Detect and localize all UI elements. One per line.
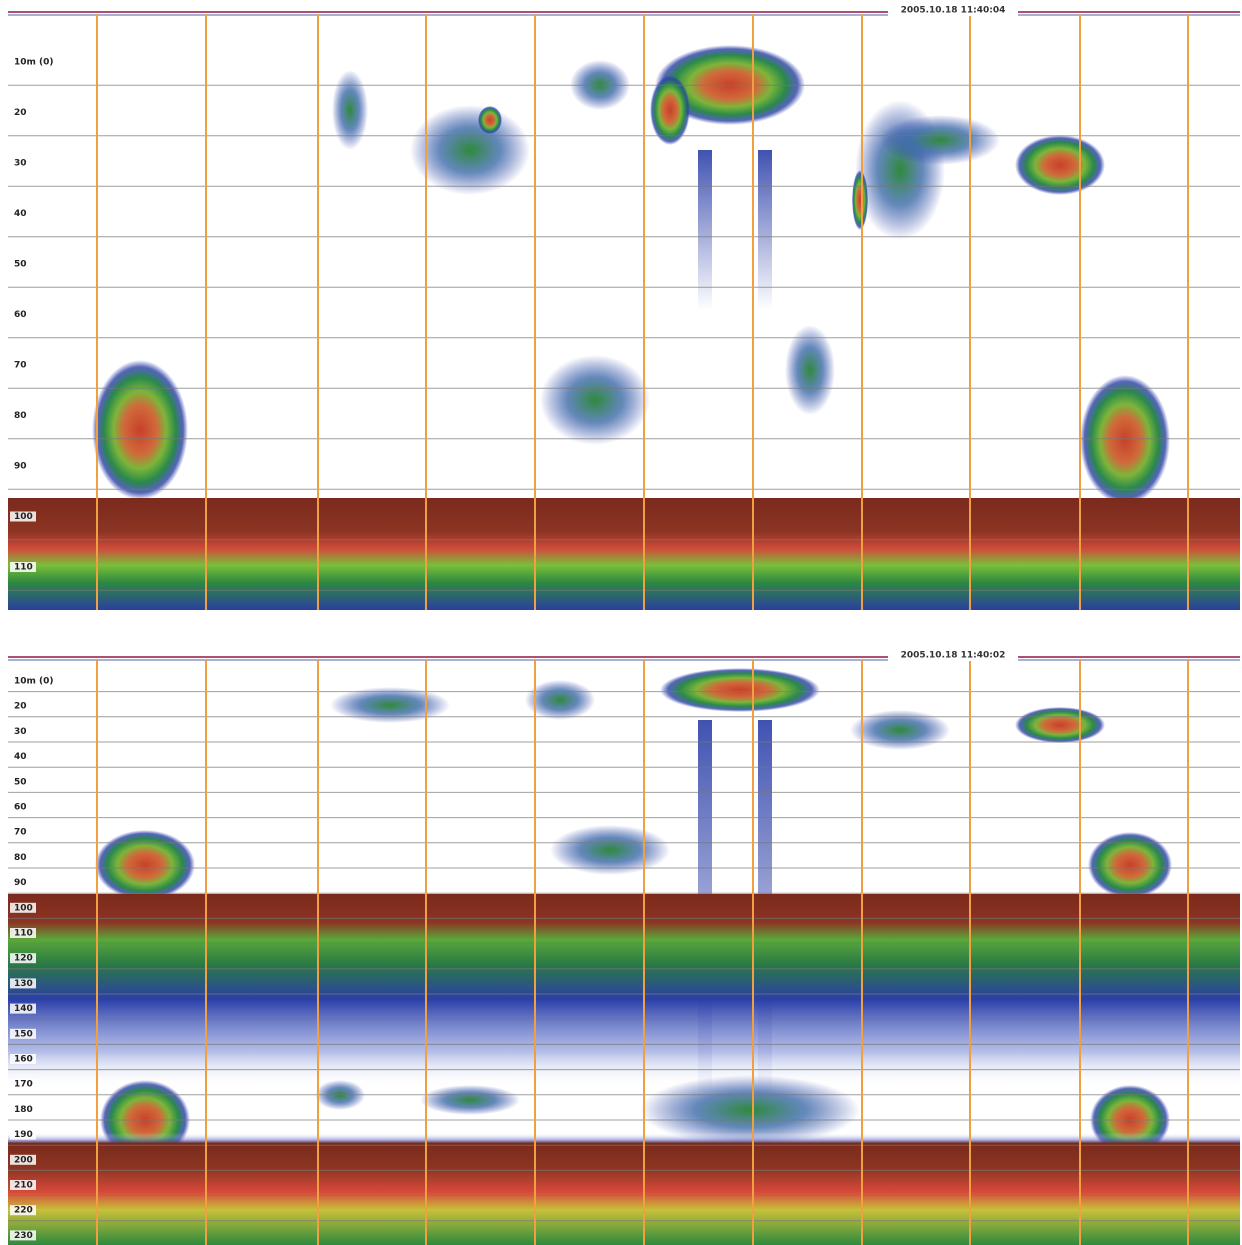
- depth-label: 10m (0): [14, 58, 54, 68]
- page: 10m (0) 20 30 40 50 60 70 80 90 100 110 2005.10.18 …: [0, 0, 1242, 1245]
- depth-label: 30: [14, 727, 27, 737]
- fish-school: [540, 355, 650, 445]
- depth-label: 60: [14, 803, 27, 813]
- timestamp: 2005.10.18 11:40:04: [901, 6, 1006, 16]
- depth-label: 140: [14, 1004, 33, 1014]
- echogram-panel: 10m (0) 20 30 40 50 60 70 80 90 100 110 120 130 140 15…: [8, 649, 1240, 1245]
- fish-school: [660, 668, 820, 712]
- seabed: [8, 498, 1240, 610]
- echogram: 10m (0) 20 30 40 50 60 70 80 90 100 110 2005.10.18 …: [0, 0, 1242, 1245]
- depth-label: 170: [14, 1080, 33, 1090]
- depth-label: 70: [14, 361, 27, 371]
- depth-label: 130: [14, 979, 33, 989]
- fish-school: [478, 106, 502, 134]
- depth-label: 80: [14, 411, 27, 421]
- fish-plume: [698, 150, 712, 310]
- depth-label: 50: [14, 260, 27, 270]
- depth-label: 40: [14, 209, 27, 219]
- fish-school: [95, 830, 195, 900]
- depth-label: 150: [14, 1029, 33, 1039]
- depth-label: 90: [14, 878, 27, 888]
- depth-label: 70: [14, 828, 27, 838]
- depth-label: 80: [14, 853, 27, 863]
- fish-school: [852, 170, 868, 230]
- fish-plume: [758, 150, 772, 310]
- fish-school: [785, 325, 835, 415]
- depth-label: 20: [14, 108, 27, 118]
- echogram-layer: 10m (0) 20 30 40 50 60 70 80 90 100 110 2005.10.18 …: [8, 4, 1240, 1245]
- depth-label: 110: [14, 563, 33, 573]
- fish-school: [1015, 707, 1105, 743]
- fish-school: [850, 710, 950, 750]
- fish-school: [410, 105, 530, 195]
- fish-school: [330, 687, 450, 723]
- depth-label: 120: [14, 954, 33, 964]
- fish-school: [880, 115, 1000, 165]
- depth-label: 220: [14, 1206, 33, 1216]
- depth-label: 100: [14, 512, 33, 522]
- depth-label: 190: [14, 1130, 33, 1140]
- depth-label: 210: [14, 1181, 33, 1191]
- fish-school: [332, 70, 368, 150]
- depth-label: 160: [14, 1055, 33, 1065]
- fish-school: [1080, 375, 1170, 505]
- depth-label: 40: [14, 752, 27, 762]
- depth-label: 50: [14, 777, 27, 787]
- depth-label: 20: [14, 702, 27, 712]
- depth-label: 30: [14, 159, 27, 169]
- depth-label: 60: [14, 310, 27, 320]
- depth-label: 100: [14, 903, 33, 913]
- echogram-panel: 10m (0) 20 30 40 50 60 70 80 90 100 110 2005.10.18 …: [8, 4, 1240, 610]
- depth-label: 10m (0): [14, 677, 54, 687]
- depth-label: 200: [14, 1155, 33, 1165]
- depth-label: 180: [14, 1105, 33, 1115]
- fish-school: [92, 360, 188, 500]
- depth-label: 90: [14, 462, 27, 472]
- timestamp: 2005.10.18 11:40:02: [901, 651, 1006, 661]
- fish-school: [1088, 832, 1172, 898]
- depth-label: 230: [14, 1231, 33, 1241]
- depth-label: 110: [14, 929, 33, 939]
